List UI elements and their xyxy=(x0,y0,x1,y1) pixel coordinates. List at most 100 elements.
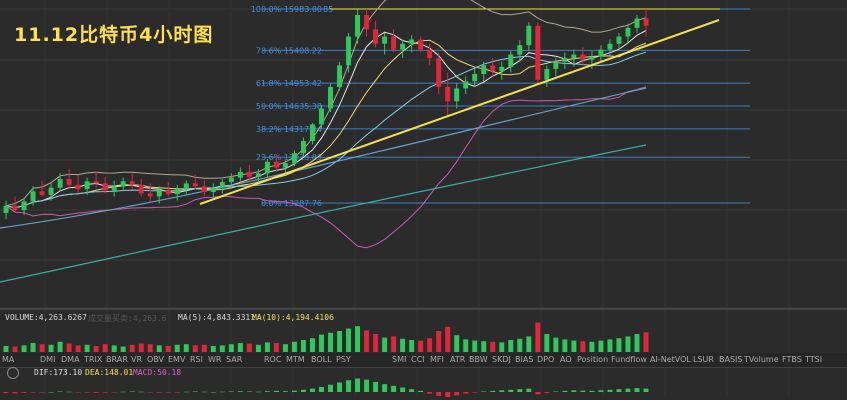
indicator-tab-ao[interactable]: AO xyxy=(560,355,572,364)
indicator-tab-ma[interactable]: MA xyxy=(2,355,15,364)
indicator-tab-emv[interactable]: EMV xyxy=(168,355,186,364)
macd-bar xyxy=(373,381,379,392)
volume-bar xyxy=(319,334,324,352)
candle-body xyxy=(48,187,54,195)
indicator-tab-fundflow[interactable]: Fundflow xyxy=(611,355,647,364)
pane-separators xyxy=(0,308,847,368)
indicator-tab-position[interactable]: Position xyxy=(577,355,609,364)
macd-bar xyxy=(472,392,478,393)
volume-bar xyxy=(517,338,523,352)
volume-bar xyxy=(535,322,541,352)
candle-body xyxy=(129,181,135,185)
macd-bar xyxy=(400,387,406,392)
macd-bar xyxy=(255,391,261,393)
fib-level-label: 23.6% 13923.83 xyxy=(256,153,322,162)
indicator-tab-smi[interactable]: SMI xyxy=(392,355,407,364)
volume-bar xyxy=(183,344,189,352)
indicator-tab-trix[interactable]: TRIX xyxy=(84,355,103,364)
volume-bar xyxy=(228,344,234,352)
volume-bar xyxy=(445,326,451,352)
candle-body xyxy=(120,181,126,187)
macd-bar xyxy=(634,388,640,392)
macd-bar xyxy=(57,391,63,392)
macd-bar xyxy=(156,392,162,393)
candle-body xyxy=(201,186,207,193)
indicator-tab-atr[interactable]: ATR xyxy=(450,355,466,364)
candle-body xyxy=(156,189,162,197)
indicator-tab-psy[interactable]: PSY xyxy=(336,355,351,364)
indicator-tab-bbw[interactable]: BBW xyxy=(469,355,488,364)
volume-bar xyxy=(246,343,252,352)
indicator-tab-dmi[interactable]: DMI xyxy=(40,355,56,364)
indicator-tab-brar[interactable]: BRAR xyxy=(106,355,128,364)
volume-bar xyxy=(409,340,415,352)
indicator-tab-obv[interactable]: OBV xyxy=(147,355,165,364)
indicator-tab-vr[interactable]: VR xyxy=(131,355,143,364)
indicator-tab-mtm[interactable]: MTM xyxy=(286,355,305,364)
candle-body xyxy=(382,36,388,44)
macd-bar xyxy=(165,392,171,393)
indicator-tab-ttsi[interactable]: TTSI xyxy=(805,355,823,364)
macd-bar xyxy=(418,390,424,392)
volume-bar xyxy=(111,345,117,352)
indicator-tab-rsi[interactable]: RSI xyxy=(190,355,203,364)
indicator-tab-tvolume[interactable]: TVolume xyxy=(744,355,779,364)
volume-bar xyxy=(300,340,306,352)
indicator-tab-bar: MA DMI DMA TRIX BRAR VR OBV EMV RSI WR SAR ROC MTM BO… xyxy=(0,353,847,367)
indicator-tab-boll[interactable]: BOLL xyxy=(311,355,332,364)
candle-body xyxy=(66,179,72,185)
candle-body xyxy=(246,171,252,177)
fib-level-label: 38.2% 14317.34 xyxy=(256,125,322,134)
macd-bar xyxy=(120,391,126,393)
volume-bar xyxy=(102,344,108,352)
candle-body xyxy=(364,14,370,30)
candle-body xyxy=(436,58,442,87)
candle-body xyxy=(607,43,613,50)
macd-bar xyxy=(481,391,487,392)
candle-body xyxy=(643,18,649,26)
candle-body xyxy=(490,65,496,72)
indicator-tab-skdj[interactable]: SKDJ xyxy=(492,355,511,364)
volume-bar xyxy=(12,346,18,352)
indicator-tab-roc[interactable]: ROC xyxy=(264,355,282,364)
indicator-tab-cci[interactable]: CCI xyxy=(411,355,425,364)
indicator-tab-dma[interactable]: DMA xyxy=(61,355,80,364)
indicator-tab-lsur[interactable]: LSUR xyxy=(693,355,714,364)
indicator-tab-sar[interactable]: SAR xyxy=(226,355,243,364)
volume-value: VOLUME:4,263.6267 xyxy=(5,313,87,322)
volume-bar xyxy=(355,326,361,352)
macd-bar xyxy=(111,392,117,393)
volume-bar xyxy=(418,340,424,352)
indicator-tab-ftbs[interactable]: FTBS xyxy=(782,355,802,364)
candle-body xyxy=(454,88,460,102)
candle-body xyxy=(562,58,568,62)
indicator-tab-mfi[interactable]: MFI xyxy=(430,355,444,364)
macd-bar xyxy=(544,392,550,394)
macd-bar xyxy=(580,390,586,392)
macd-bar xyxy=(48,392,54,393)
volume-bar xyxy=(490,341,496,352)
boll-upper-line xyxy=(5,0,647,207)
macd-bar xyxy=(598,390,604,392)
candle-body xyxy=(499,66,505,72)
indicator-tab-dpo[interactable]: DPO xyxy=(537,355,555,364)
macd-bar xyxy=(39,392,45,393)
volume-ma10: MA(10):4,194.4106 xyxy=(252,313,334,322)
volume-bar xyxy=(192,345,198,352)
volume-bar xyxy=(526,336,532,352)
indicator-tab-wr[interactable]: WR xyxy=(208,355,222,364)
candle-body xyxy=(237,171,243,178)
volume-bar xyxy=(364,330,370,352)
candle-body xyxy=(138,184,144,194)
macd-settings-icon[interactable] xyxy=(7,367,19,379)
volume-bar xyxy=(120,346,126,352)
volume-bar xyxy=(93,346,99,352)
macd-bar xyxy=(3,392,9,394)
volume-bar xyxy=(57,341,63,352)
indicator-tab-basis[interactable]: BASIS xyxy=(719,355,743,364)
indicator-tab-ai-netvol[interactable]: AI-NetVOL xyxy=(650,355,691,364)
indicator-tab-bias[interactable]: BIAS xyxy=(515,355,534,364)
candle-body xyxy=(616,36,622,44)
